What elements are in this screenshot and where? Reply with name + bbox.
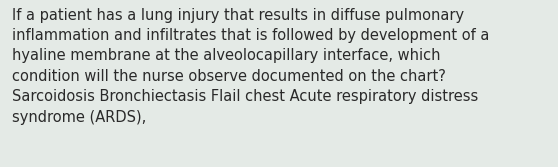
Text: If a patient has a lung injury that results in diffuse pulmonary
inflammation an: If a patient has a lung injury that resu… [12, 8, 490, 125]
